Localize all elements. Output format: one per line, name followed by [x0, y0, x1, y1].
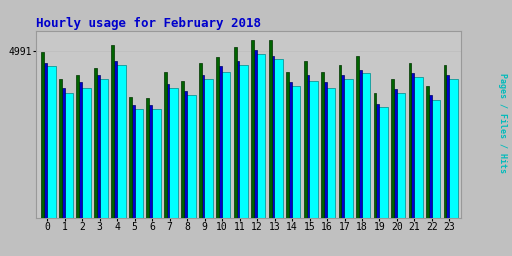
Bar — [271, 59, 283, 218]
Bar — [359, 70, 362, 218]
Bar — [307, 75, 309, 218]
Bar — [97, 75, 99, 218]
Bar — [132, 109, 143, 218]
Bar — [181, 81, 184, 218]
Bar — [114, 61, 117, 218]
Bar — [324, 88, 335, 218]
Bar — [201, 79, 213, 218]
Bar — [94, 68, 97, 218]
Bar — [44, 63, 47, 218]
Bar — [149, 109, 161, 218]
Bar — [184, 95, 196, 218]
Bar — [289, 82, 292, 218]
Bar — [164, 72, 166, 218]
Bar — [443, 65, 446, 218]
Bar — [409, 63, 412, 218]
Bar — [146, 98, 149, 218]
Bar — [446, 79, 458, 218]
Bar — [61, 88, 65, 218]
Bar — [114, 65, 125, 218]
Bar — [324, 82, 327, 218]
Bar — [237, 65, 248, 218]
Bar — [429, 100, 440, 218]
Bar — [44, 66, 56, 218]
Bar — [251, 40, 254, 218]
Bar — [199, 63, 202, 218]
Bar — [129, 97, 132, 218]
Bar — [429, 95, 432, 218]
Bar — [426, 86, 429, 218]
Bar — [166, 88, 178, 218]
Bar — [411, 77, 423, 218]
Bar — [394, 93, 406, 218]
Bar — [391, 79, 394, 218]
Bar — [132, 105, 135, 218]
Bar — [216, 57, 219, 218]
Bar — [286, 72, 289, 218]
Bar — [271, 56, 274, 218]
Bar — [97, 79, 108, 218]
Bar — [338, 65, 342, 218]
Text: Pages / Files / Hits: Pages / Files / Hits — [498, 73, 507, 173]
Bar — [376, 104, 379, 218]
Bar — [61, 93, 73, 218]
Bar — [342, 75, 345, 218]
Bar — [359, 73, 370, 218]
Bar — [446, 75, 450, 218]
Bar — [304, 61, 307, 218]
Bar — [76, 75, 79, 218]
Bar — [166, 84, 169, 218]
Bar — [202, 75, 204, 218]
Bar — [59, 79, 61, 218]
Bar — [149, 105, 152, 218]
Bar — [269, 40, 271, 218]
Bar — [306, 81, 318, 218]
Bar — [79, 82, 82, 218]
Bar — [237, 61, 240, 218]
Bar — [41, 52, 44, 218]
Bar — [233, 47, 237, 218]
Bar — [219, 66, 222, 218]
Bar — [254, 54, 265, 218]
Bar — [342, 79, 353, 218]
Bar — [79, 88, 91, 218]
Bar — [394, 89, 397, 218]
Bar — [412, 73, 414, 218]
Bar — [254, 50, 257, 218]
Bar — [376, 107, 388, 218]
Bar — [289, 86, 301, 218]
Bar — [219, 72, 230, 218]
Bar — [374, 93, 376, 218]
Text: Hourly usage for February 2018: Hourly usage for February 2018 — [36, 17, 261, 29]
Bar — [356, 56, 359, 218]
Bar — [111, 45, 114, 218]
Bar — [184, 91, 187, 218]
Bar — [321, 72, 324, 218]
